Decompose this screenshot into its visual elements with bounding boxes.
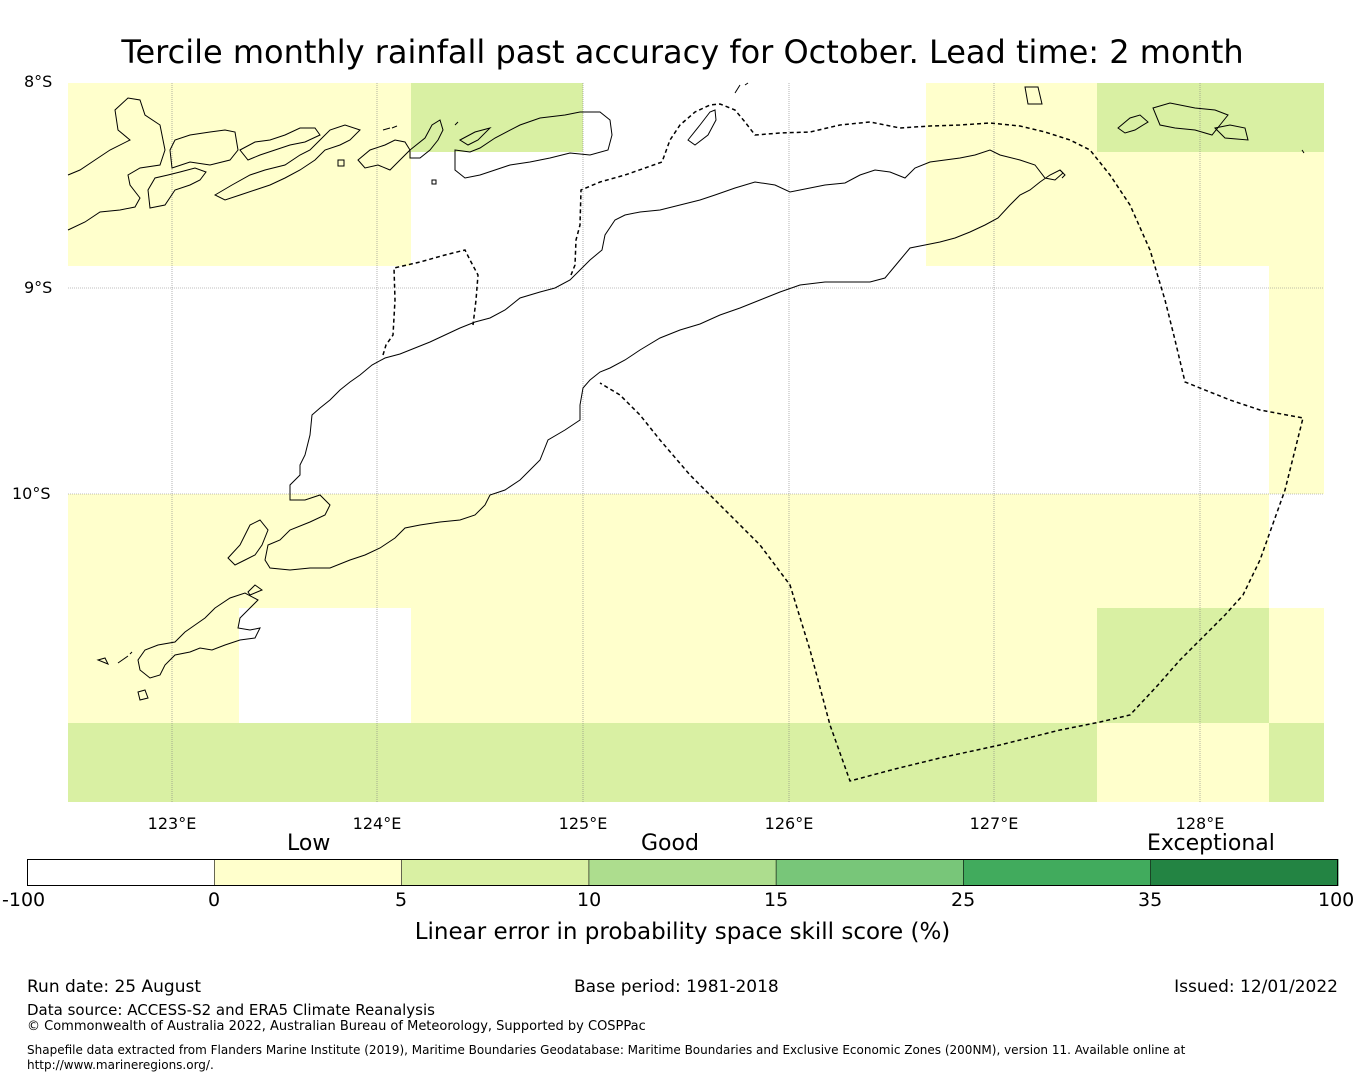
grid-cell [68,723,1097,802]
lat-label: 8°S [24,72,53,91]
colorbar-swatch [588,859,777,886]
lon-label: 125°E [558,814,608,833]
colorbar-label: Linear error in probability space skill … [414,919,951,945]
grid-cell [1269,266,1324,494]
grid-cell [411,83,583,152]
colorbar-swatch [1150,859,1339,886]
grid-cell [1269,723,1324,802]
shapefile-url: http://www.marineregions.org/. [27,1058,214,1072]
colorbar-tick: 0 [208,889,221,911]
lon-label: 127°E [969,814,1019,833]
grid-cell [68,494,1269,608]
colorbar-category-low: Low [287,831,331,856]
coastlines [67,82,1305,701]
skill-grid [68,83,1324,802]
base-period: Base period: 1981-2018 [574,977,779,997]
colorbar-tick: 25 [951,889,976,911]
map-title: Tercile monthly rainfall past accuracy f… [121,33,1244,71]
grid-cell [1097,608,1269,723]
maritime-boundaries [382,103,1304,782]
colorbar-category-good: Good [641,831,699,856]
copyright: © Commonwealth of Australia 2022, Austra… [27,1019,646,1034]
grid-cell [926,83,1097,266]
colorbar-tick: 5 [395,889,408,911]
data-source: Data source: ACCESS-S2 and ERA5 Climate … [27,1001,435,1019]
lon-label: 124°E [352,814,402,833]
grid-cell [68,83,411,266]
colorbar-tick: 15 [764,889,789,911]
lon-label: 128°E [1175,814,1225,833]
colorbar-tick: 35 [1138,889,1163,911]
graticule [68,83,1324,802]
colorbar-swatch [401,859,590,886]
colorbar-category-exceptional: Exceptional [1147,831,1275,856]
colorbar-swatch [214,859,403,886]
grid-cell [1097,83,1324,152]
shapefile-credit: Shapefile data extracted from Flanders M… [27,1043,1186,1057]
grid-cell [1269,608,1324,723]
grid-cell [411,608,1097,723]
grid-cell [68,608,239,723]
run-date: Run date: 25 August [27,977,201,997]
lat-label: 10°S [12,484,51,503]
lon-label: 123°E [147,814,197,833]
grid-cell [1097,723,1269,802]
colorbar-swatch [27,859,215,886]
colorbar-tick: 100 [1318,889,1355,911]
issued-date: Issued: 12/01/2022 [1174,977,1338,997]
lon-label: 126°E [764,814,814,833]
colorbar-swatch [963,859,1152,886]
colorbar-tick: 10 [577,889,602,911]
lat-label: 9°S [24,278,53,297]
colorbar [27,859,1339,886]
colorbar-tick: -100 [2,889,46,911]
grid-cell [1097,152,1324,266]
colorbar-swatch [776,859,964,886]
